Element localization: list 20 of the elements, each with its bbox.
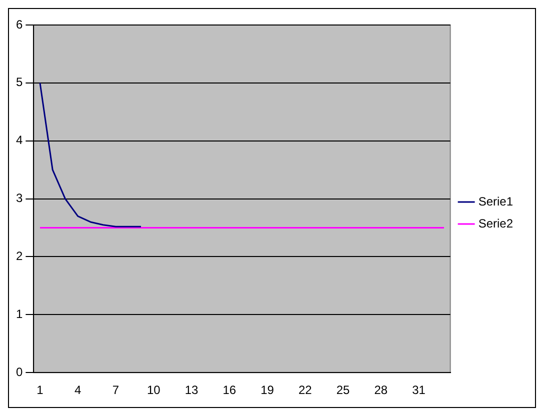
y-tick-label: 1 bbox=[16, 306, 23, 321]
x-tick-label: 31 bbox=[412, 383, 426, 398]
x-tick-label: 28 bbox=[374, 383, 388, 398]
y-tick-label: 2 bbox=[16, 249, 23, 264]
legend-label: Serie1 bbox=[478, 194, 514, 208]
x-tick-label: 19 bbox=[260, 383, 274, 398]
x-tick-label: 7 bbox=[112, 383, 120, 398]
legend-label: Serie2 bbox=[478, 216, 514, 230]
x-tick-label: 16 bbox=[222, 383, 236, 398]
x-tick-label: 1 bbox=[36, 383, 44, 398]
y-tick-label: 3 bbox=[16, 191, 23, 206]
x-tick-label: 13 bbox=[184, 383, 198, 398]
y-tick-label: 5 bbox=[16, 75, 23, 90]
y-tick-label: 4 bbox=[16, 133, 23, 148]
x-tick-label: 10 bbox=[146, 383, 161, 398]
x-tick-label: 22 bbox=[298, 383, 312, 398]
x-tick-label: 4 bbox=[74, 383, 82, 398]
x-tick-label: 25 bbox=[336, 383, 350, 398]
y-tick-label: 6 bbox=[16, 17, 23, 32]
y-tick-label: 0 bbox=[16, 364, 23, 379]
